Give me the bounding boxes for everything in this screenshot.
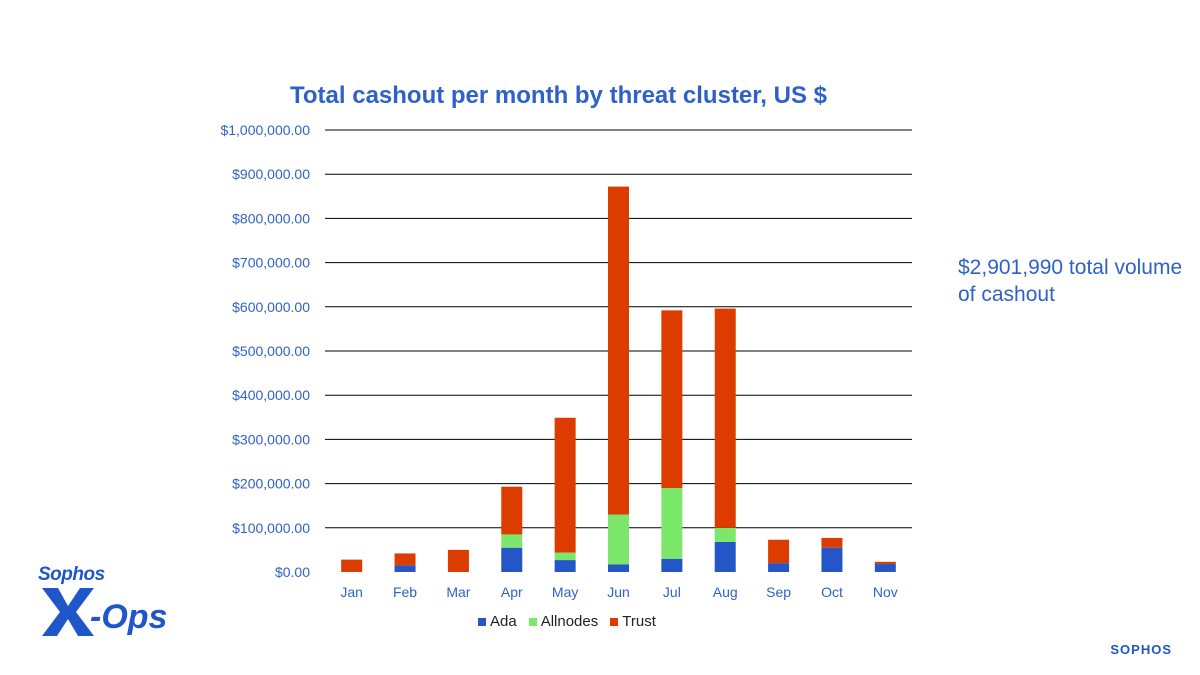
bar-allnodes-aug	[714, 527, 736, 542]
legend-swatch	[478, 617, 486, 626]
bar-ada-nov	[874, 564, 896, 572]
logo-sophos-text: Sophos	[38, 564, 105, 585]
legend-item-ada: Ada	[478, 613, 517, 630]
x-tick-label: Nov	[873, 584, 898, 600]
bar-trust-aug	[714, 308, 736, 528]
sophos-xops-logo: Sophos -Ops	[36, 564, 166, 640]
y-tick-label: $1,000,000.00	[220, 122, 310, 138]
legend-swatch	[528, 617, 537, 626]
bar-allnodes-jul	[661, 488, 683, 559]
bar-trust-jan	[341, 559, 363, 572]
sophos-brand: SOPHOS	[1110, 642, 1172, 657]
x-tick-label: Jul	[663, 584, 681, 600]
y-tick-label: $100,000.00	[232, 520, 310, 536]
bar-ada-apr	[501, 547, 523, 572]
bar-ada-may	[554, 560, 576, 572]
bar-ada-jul	[661, 558, 683, 572]
bar-ada-jun	[608, 564, 629, 572]
bar-trust-nov	[874, 561, 896, 565]
bar-allnodes-jun	[608, 514, 629, 565]
legend-item-trust: Trust	[610, 613, 656, 630]
bar-ada-feb	[394, 565, 416, 572]
total-callout: $2,901,990 total volume of cashout	[958, 256, 1183, 306]
y-tick-label: $600,000.00	[232, 299, 310, 315]
x-tick-label: Aug	[713, 584, 738, 600]
bar-ada-sep	[768, 563, 790, 572]
bar-trust-apr	[501, 486, 523, 535]
x-axis-tick-labels: Jan Feb Mar Apr May Jun Jul Aug Sep Oct Nov	[340, 584, 897, 600]
x-tick-label: Jun	[607, 584, 630, 600]
y-tick-label: $400,000.00	[232, 387, 310, 403]
y-tick-label: $700,000.00	[232, 255, 310, 271]
bar-trust-may	[554, 417, 576, 553]
legend-item-allnodes: Allnodes	[528, 613, 599, 630]
legend-label: Ada	[490, 613, 517, 630]
bar-ada-oct	[821, 547, 843, 572]
y-tick-label: $200,000.00	[232, 476, 310, 492]
x-tick-label: Apr	[501, 584, 523, 600]
bar-trust-oct	[821, 537, 843, 548]
x-tick-label: Sep	[766, 584, 791, 600]
bar-trust-jun	[608, 186, 629, 515]
xops-logo-mark: -Ops	[42, 588, 166, 636]
chart-title: Total cashout per month by threat cluste…	[290, 82, 827, 109]
legend-label: Allnodes	[540, 613, 599, 630]
y-tick-label: $500,000.00	[232, 343, 310, 359]
x-tick-label: Jan	[340, 584, 363, 600]
y-axis-tick-labels: $0.00 $100,000.00 $200,000.00 $300,000.00 $4…	[220, 122, 310, 580]
bars	[341, 186, 896, 572]
bar-allnodes-may	[554, 552, 576, 561]
legend-swatch	[610, 617, 619, 626]
y-tick-label: $0.00	[275, 564, 310, 580]
bar-trust-sep	[768, 539, 790, 564]
x-tick-label: May	[552, 584, 578, 600]
y-tick-label: $900,000.00	[232, 166, 310, 182]
bar-trust-jul	[661, 310, 683, 489]
y-tick-label: $300,000.00	[232, 431, 310, 447]
svg-text:-Ops: -Ops	[90, 598, 166, 636]
x-tick-label: Oct	[821, 584, 843, 600]
bar-trust-mar	[447, 549, 469, 572]
bar-allnodes-apr	[501, 534, 523, 548]
legend: Ada Allnodes Trust	[478, 613, 656, 630]
bar-ada-aug	[714, 541, 736, 572]
legend-label: Trust	[622, 613, 656, 630]
x-tick-label: Mar	[446, 584, 470, 600]
y-tick-label: $800,000.00	[232, 210, 310, 226]
x-tick-label: Feb	[393, 584, 417, 600]
bar-trust-feb	[394, 553, 416, 566]
